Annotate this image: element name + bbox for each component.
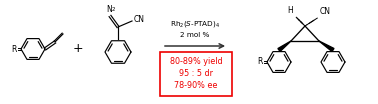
Text: N: N xyxy=(106,5,112,14)
Text: +: + xyxy=(73,43,83,56)
Text: 95 : 5 dr: 95 : 5 dr xyxy=(179,69,213,79)
Text: 2 mol %: 2 mol % xyxy=(180,32,210,38)
Text: Rh$_2$($S$-PTAD)$_4$: Rh$_2$($S$-PTAD)$_4$ xyxy=(170,19,220,29)
Text: 2: 2 xyxy=(111,7,115,12)
Bar xyxy=(160,52,232,96)
Text: CN: CN xyxy=(133,15,144,25)
Text: 80-89% yield: 80-89% yield xyxy=(170,58,222,66)
Polygon shape xyxy=(319,41,334,51)
Text: R: R xyxy=(258,58,263,66)
Polygon shape xyxy=(278,41,291,51)
Text: R: R xyxy=(11,45,17,53)
Text: 78-90% ee: 78-90% ee xyxy=(174,82,218,90)
Text: H: H xyxy=(287,6,293,15)
Text: CN: CN xyxy=(320,7,331,16)
